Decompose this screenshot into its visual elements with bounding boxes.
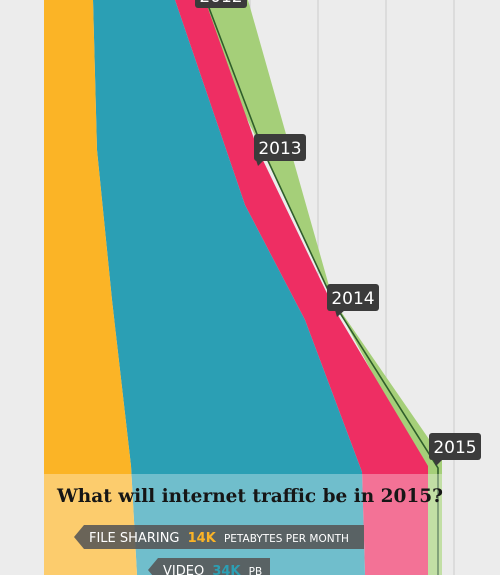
year-label-text: 2014 xyxy=(331,289,374,309)
callout-value: 14K xyxy=(188,531,217,546)
callout-file-sharing: FILE SHARING 14K PETABYTES PER MONTH xyxy=(74,525,364,549)
svg-text:FILE SHARING 14K P: FILE SHARING 14K PETABYTES PER MONTH xyxy=(89,531,349,546)
year-label-2015: 2015 xyxy=(429,433,481,466)
callout-unit: PETABYTES PER MONTH xyxy=(224,533,349,545)
year-label-text: 2012 xyxy=(199,0,242,7)
chart-title: What will internet traffic be in 2015? xyxy=(56,486,443,507)
callout-unit: PB xyxy=(249,566,263,575)
svg-text:VIDEO 34K PB: VIDEO 34K PB xyxy=(163,564,262,575)
year-label-2014: 2014 xyxy=(327,284,379,317)
area-band-file-sharing xyxy=(44,0,137,575)
area-band-video xyxy=(93,0,365,575)
callout-video: VIDEO 34K PB xyxy=(148,558,270,575)
year-label-text: 2013 xyxy=(258,139,301,159)
year-label-2013: 2013 xyxy=(254,134,306,166)
callout-label: FILE SHARING xyxy=(89,531,180,546)
year-label-2012: 2012 xyxy=(195,0,247,8)
year-label-text: 2015 xyxy=(433,438,476,458)
callout-value: 34K xyxy=(212,564,241,575)
callout-label: VIDEO xyxy=(163,564,204,575)
area-band-red xyxy=(175,0,428,575)
